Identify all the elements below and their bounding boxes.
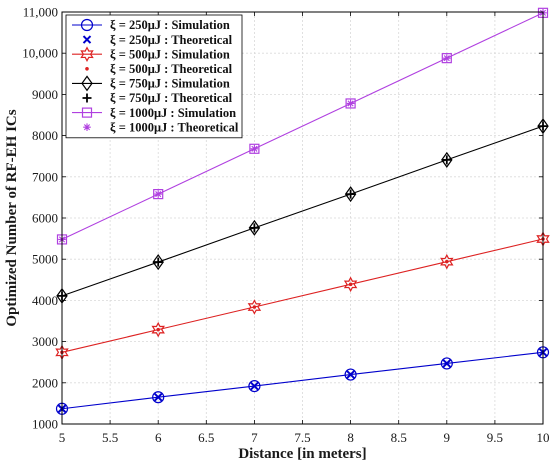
series-line bbox=[61, 351, 544, 410]
data-point bbox=[346, 189, 356, 199]
x-tick-label: 7.5 bbox=[294, 430, 310, 445]
series-7 bbox=[56, 7, 549, 245]
data-point bbox=[247, 299, 262, 315]
data-point bbox=[344, 368, 357, 381]
y-tick-label: 10,000 bbox=[22, 46, 58, 61]
data-point bbox=[348, 282, 353, 287]
data-point bbox=[152, 391, 165, 404]
legend-marker bbox=[82, 93, 92, 103]
data-point bbox=[443, 54, 451, 62]
legend-item: ξ = 250μJ : Theoretical bbox=[82, 33, 233, 47]
data-point bbox=[248, 379, 261, 393]
series-3 bbox=[55, 231, 550, 361]
legend-item: ξ = 1000μJ : Theoretical bbox=[83, 120, 239, 134]
y-tick-label: 5000 bbox=[32, 252, 58, 267]
legend-item: ξ = 500μJ : Theoretical bbox=[85, 62, 233, 76]
data-point bbox=[248, 219, 261, 236]
y-tick-label: 1000 bbox=[32, 417, 58, 432]
data-point bbox=[440, 253, 454, 270]
data-point bbox=[154, 190, 162, 198]
series-5 bbox=[56, 118, 549, 304]
series-4 bbox=[60, 237, 545, 355]
data-point bbox=[153, 257, 163, 267]
x-tick-label: 9 bbox=[444, 430, 451, 445]
data-point bbox=[344, 186, 357, 203]
x-tick-label: 9.5 bbox=[487, 430, 503, 445]
legend-label: ξ = 500μJ : Simulation bbox=[110, 47, 230, 61]
legend-marker bbox=[80, 18, 94, 32]
legend-marker bbox=[81, 75, 93, 92]
series-line bbox=[61, 238, 544, 353]
legend-item: ξ = 750μJ : Theoretical bbox=[82, 91, 233, 105]
data-point bbox=[440, 357, 453, 370]
legend-marker bbox=[83, 123, 91, 131]
data-point bbox=[345, 98, 356, 109]
data-point bbox=[441, 53, 452, 64]
series-1 bbox=[55, 346, 550, 415]
legend-marker bbox=[80, 46, 94, 62]
x-tick-label: 8 bbox=[347, 430, 354, 445]
tick-labels: 5 5.5 6 6.5 7 7.5 8 8.5 9 9.5 10 1000 2000 3000 4000 50… bbox=[22, 5, 549, 446]
data-point bbox=[445, 259, 449, 264]
legend-label: ξ = 1000μJ : Theoretical bbox=[110, 120, 239, 134]
x-tick-label: 6.5 bbox=[198, 430, 214, 445]
legend-marker bbox=[85, 67, 89, 71]
x-tick-label: 5.5 bbox=[102, 430, 118, 445]
legend-label: ξ = 500μJ : Theoretical bbox=[110, 62, 233, 76]
y-tick-label: 6000 bbox=[32, 211, 58, 226]
legend-item: ξ = 500μJ : Simulation bbox=[72, 46, 230, 62]
y-tick-label: 7000 bbox=[32, 169, 58, 184]
legend-item: ξ = 750μJ : Simulation bbox=[72, 75, 230, 92]
x-tick-label: 7 bbox=[251, 430, 258, 445]
series-line bbox=[61, 12, 544, 240]
data-point bbox=[343, 276, 358, 293]
y-axis-label: Optimized Number of RF-EH ICs bbox=[4, 109, 20, 326]
data-point bbox=[151, 321, 165, 338]
data-point bbox=[250, 144, 259, 153]
series-line bbox=[61, 125, 544, 297]
legend-item: ξ = 1000μJ : Simulation bbox=[72, 106, 236, 120]
data-point bbox=[346, 99, 355, 108]
data-point bbox=[249, 223, 259, 233]
x-tick-label: 6 bbox=[155, 430, 162, 445]
data-point bbox=[153, 393, 163, 402]
x-axis-label: Distance [in meters] bbox=[238, 446, 366, 462]
y-tick-label: 8000 bbox=[32, 128, 58, 143]
data-point bbox=[249, 143, 260, 154]
data-point bbox=[250, 381, 259, 391]
data-point bbox=[346, 370, 355, 379]
y-tick-label: 2000 bbox=[32, 375, 58, 390]
y-tick-label: 4000 bbox=[32, 293, 58, 308]
data-point bbox=[442, 359, 452, 368]
series-layer bbox=[55, 7, 550, 415]
data-point bbox=[153, 189, 164, 200]
legend-label: ξ = 750μJ : Theoretical bbox=[110, 91, 233, 105]
legend-marker bbox=[82, 35, 92, 44]
x-tick-label: 5 bbox=[59, 430, 66, 445]
legend-label: ξ = 250μJ : Theoretical bbox=[110, 33, 233, 47]
legend-box bbox=[65, 14, 243, 139]
legend-label: ξ = 750μJ : Simulation bbox=[110, 77, 230, 91]
y-tick-label: 9000 bbox=[32, 87, 58, 102]
y-tick-label: 3000 bbox=[32, 334, 58, 349]
legend-marker bbox=[81, 107, 93, 118]
legend-label: ξ = 1000μJ : Simulation bbox=[110, 106, 236, 120]
grid bbox=[62, 12, 543, 424]
data-point bbox=[252, 305, 257, 309]
legend-label: ξ = 250μJ : Simulation bbox=[110, 18, 230, 32]
data-point bbox=[156, 327, 160, 332]
legend-item: ξ = 250μJ : Simulation bbox=[72, 18, 230, 32]
x-tick-label: 10 bbox=[537, 430, 550, 445]
data-point bbox=[152, 254, 164, 271]
y-tick-label: 11,000 bbox=[23, 5, 58, 20]
data-point bbox=[442, 155, 452, 165]
data-point bbox=[441, 151, 453, 168]
x-tick-label: 8.5 bbox=[391, 430, 407, 445]
